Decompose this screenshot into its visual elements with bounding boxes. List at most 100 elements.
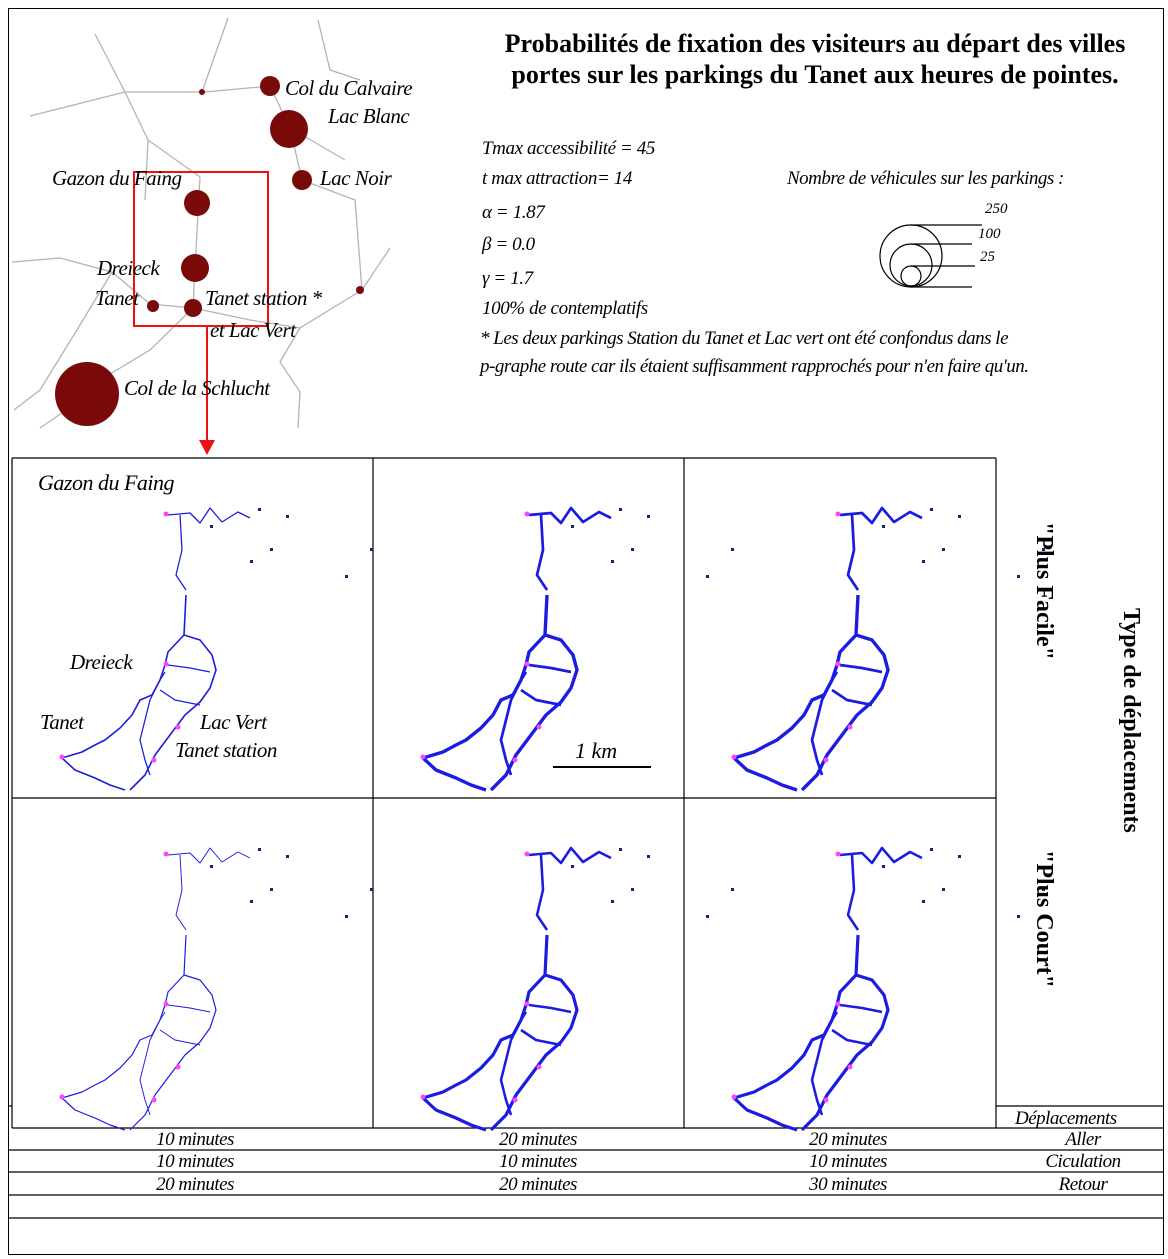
parking-marker	[59, 1094, 65, 1100]
parking-dot	[370, 548, 373, 551]
zoom-arrow-head	[199, 440, 215, 455]
flow-path	[839, 846, 923, 865]
parking-marker	[163, 1001, 169, 1007]
node-junction	[356, 286, 364, 294]
flow-path	[839, 506, 923, 525]
flow-path	[421, 594, 549, 792]
panel-label-dreieck: Dreieck	[70, 650, 133, 674]
parking-dot	[882, 525, 885, 528]
parking-marker	[59, 754, 65, 760]
flow-path	[489, 973, 579, 1132]
flow-path	[520, 688, 562, 707]
parking-dot	[706, 915, 709, 918]
panel-label-tanet: Tanet	[40, 710, 84, 734]
parking-dot	[619, 508, 622, 511]
note-line: p-graphe route car ils étaient suffisamm…	[480, 356, 1029, 377]
parking-nodes	[55, 76, 364, 426]
place-label: et Lac Vert	[210, 318, 296, 342]
panel-label-tanet-station: Tanet station	[175, 738, 277, 762]
table-cell: 10 minutes	[499, 1151, 577, 1172]
flow-path	[61, 594, 187, 791]
flow-path	[489, 633, 579, 792]
parking-dot	[958, 855, 961, 858]
flow-path	[535, 854, 549, 931]
parking-dot	[706, 575, 709, 578]
param-contemplatifs: 100% de contemplatifs	[482, 298, 648, 319]
parking-dot	[258, 508, 261, 511]
flow-path	[528, 506, 612, 525]
flow-panel	[59, 847, 373, 1131]
flow-path	[839, 1003, 883, 1014]
legend-value: 25	[980, 249, 995, 265]
parking-dot	[286, 515, 289, 518]
flow-path	[167, 847, 251, 864]
parking-dot	[1042, 888, 1045, 891]
legend-value: 100	[978, 226, 1001, 242]
parking-marker	[835, 511, 841, 517]
panel-label-gazon: Gazon du Faing	[38, 470, 175, 495]
flow-panel	[731, 846, 1045, 1132]
table-cell: 20 minutes	[499, 1174, 577, 1195]
node-tanet	[147, 300, 159, 312]
table-cell: 10 minutes	[156, 1129, 234, 1150]
parking-marker	[823, 1097, 829, 1103]
parking-marker	[524, 851, 530, 857]
parking-dot	[882, 865, 885, 868]
parking-marker	[823, 757, 829, 763]
flow-path	[732, 594, 860, 792]
parking-marker	[420, 1094, 426, 1100]
parking-dot	[345, 915, 348, 918]
table-row-label: Retour	[1058, 1174, 1108, 1195]
parking-dot	[1017, 915, 1020, 918]
flow-path	[528, 663, 572, 674]
parking-dot	[286, 855, 289, 858]
param-alpha: α = 1.87	[482, 202, 545, 223]
flow-path	[839, 663, 883, 674]
type-deplacements-label: Type de déplacements	[1118, 608, 1144, 833]
parking-dot	[930, 848, 933, 851]
flow-path	[421, 934, 549, 1132]
figure-frame	[8, 8, 1164, 1255]
parking-dot	[731, 888, 734, 891]
flow-path	[175, 854, 187, 931]
parking-marker	[536, 724, 542, 730]
row-label-plus-court: "Plus Court"	[1031, 850, 1057, 988]
legend-circles	[879, 224, 982, 288]
parking-dot	[611, 900, 614, 903]
node-lac-blanc	[270, 110, 308, 148]
place-label: Col de la Schlucht	[124, 376, 270, 400]
flow-path	[167, 664, 211, 673]
parking-marker	[835, 851, 841, 857]
parking-marker	[731, 1094, 737, 1100]
flow-path	[831, 1028, 873, 1047]
table-cell: 10 minutes	[809, 1151, 887, 1172]
table-cell: 10 minutes	[156, 1151, 234, 1172]
parking-dot	[922, 560, 925, 563]
node-dreieck	[181, 254, 209, 282]
legend-value: 250	[985, 201, 1008, 217]
parking-marker	[847, 724, 853, 730]
parking-marker	[151, 757, 157, 763]
place-label: Lac Blanc	[328, 104, 410, 128]
parking-dot	[942, 548, 945, 551]
flow-path	[528, 1003, 572, 1014]
zoom-rectangle	[133, 171, 269, 327]
flow-path	[810, 671, 839, 776]
parking-dot	[258, 848, 261, 851]
parking-marker	[524, 511, 530, 517]
scale-label: 1 km	[575, 738, 618, 763]
parking-dot	[731, 548, 734, 551]
parking-dot	[250, 900, 253, 903]
parking-dot	[1042, 548, 1045, 551]
place-label: Tanet	[95, 286, 139, 310]
parking-dot	[631, 548, 634, 551]
parking-marker	[151, 1097, 157, 1103]
parking-dot	[370, 888, 373, 891]
table-cell: 20 minutes	[809, 1129, 887, 1150]
node-lac-noir	[292, 170, 312, 190]
table-row: 10 minutes 10 minutes 10 minutes Ciculat…	[8, 1150, 1164, 1173]
flow-panel	[59, 507, 373, 791]
table-row: 20 minutes 20 minutes 30 minutes Retour	[8, 1173, 1164, 1196]
flow-path	[129, 634, 217, 791]
